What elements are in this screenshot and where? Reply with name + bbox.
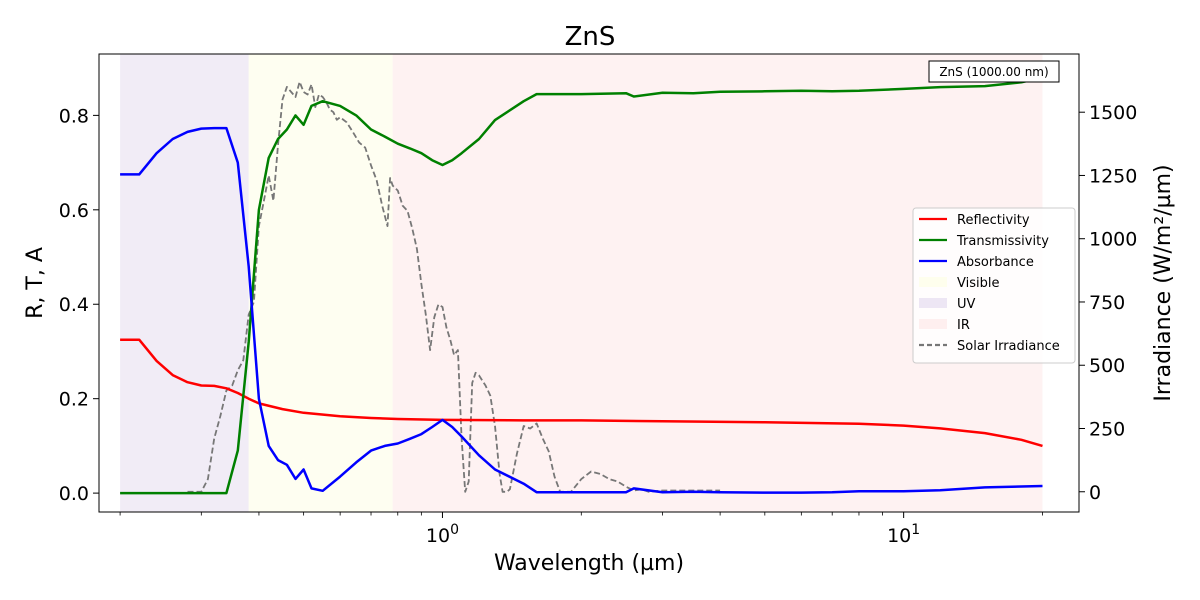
- legend-entry: IR: [957, 318, 970, 333]
- legend-entry: Visible: [957, 276, 999, 291]
- y-axis-label-right: Irradiance (W/m²/µm): [1151, 164, 1176, 401]
- legend-swatch: [919, 319, 947, 329]
- series-absorbance: [120, 126, 1043, 494]
- x-axis-label: Wavelength (µm): [494, 551, 684, 576]
- annotation-box: ZnS (1000.00 nm): [928, 60, 1060, 83]
- y-tick-label-left: 0.2: [59, 389, 89, 411]
- series-transmissivity: [120, 76, 1043, 495]
- legend-swatch: [919, 298, 947, 308]
- x-tick-label: 101: [887, 522, 920, 547]
- y-tick-label-right: 1250: [1089, 165, 1137, 187]
- y-tick-label-left: 0.0: [59, 483, 89, 505]
- legend-entry: Transmissivity: [956, 234, 1049, 249]
- annotation-text: ZnS (1000.00 nm): [939, 65, 1048, 79]
- y-tick-label-right: 250: [1089, 418, 1125, 440]
- y-tick-label-right: 1500: [1089, 102, 1137, 124]
- legend-entry: Absorbance: [957, 255, 1034, 270]
- y-tick-label-right: 500: [1089, 355, 1125, 377]
- legend-swatch: [919, 277, 947, 287]
- y-tick-label-right: 750: [1089, 292, 1125, 314]
- y-axis-label-left: R, T, A: [23, 247, 48, 319]
- legend: Reflectivity Transmissivity Absorbance Visi…: [912, 207, 1076, 364]
- legend-box: [912, 207, 1076, 364]
- series-solar-irradiance: [187, 80, 721, 493]
- irradiance-series: [187, 80, 721, 493]
- x-tick-label: 100: [426, 522, 459, 547]
- rta-series: [120, 76, 1043, 495]
- chart-title: ZnS: [565, 22, 616, 52]
- band-visible: [248, 54, 393, 512]
- axes: 0.0 0.2 0.4 0.6 0.8 0 250 500 750 1000 1250 1500 100…: [59, 102, 1138, 547]
- legend-entry: UV: [957, 297, 976, 312]
- y-tick-label-right: 1000: [1089, 229, 1137, 251]
- series-reflectivity: [120, 338, 1043, 448]
- legend-entry: Reflectivity: [957, 213, 1030, 228]
- y-tick-label-right: 0: [1089, 482, 1101, 504]
- y-tick-label-left: 0.4: [59, 294, 89, 316]
- y-tick-label-left: 0.8: [59, 105, 89, 127]
- plot-frame: [98, 53, 1080, 513]
- y-tick-label-left: 0.6: [59, 200, 89, 222]
- legend-entry: Solar Irradiance: [957, 339, 1060, 354]
- spectral-bands: [120, 54, 1043, 512]
- band-uv: [120, 54, 249, 512]
